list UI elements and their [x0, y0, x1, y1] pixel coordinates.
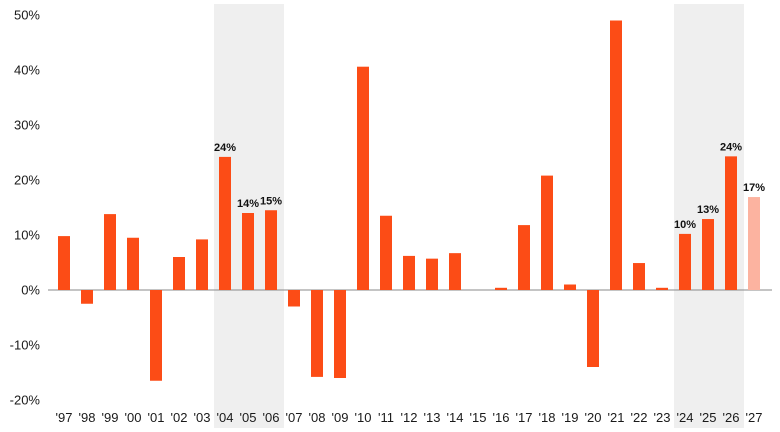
x-tick-label: '01 [148, 410, 165, 425]
bar-17 [518, 225, 530, 290]
x-tick-label: '14 [447, 410, 464, 425]
x-tick-label: '25 [700, 410, 717, 425]
x-tick-label: '00 [125, 410, 142, 425]
bar-16 [495, 287, 507, 290]
shaded-periods [214, 4, 744, 428]
bar-99 [104, 214, 116, 290]
y-tick-label: 50% [14, 8, 40, 23]
bar-13 [426, 258, 438, 290]
bar-05 [242, 213, 254, 290]
bar-14 [449, 253, 461, 290]
bar-27 [748, 197, 760, 290]
x-tick-label: '05 [240, 410, 257, 425]
y-tick-label: 10% [14, 228, 40, 243]
bar-21 [610, 20, 622, 290]
data-label: 17% [743, 182, 765, 194]
bar-25 [702, 219, 714, 290]
x-tick-label: '08 [309, 410, 326, 425]
data-label: 14% [237, 198, 259, 210]
bar-97 [58, 236, 70, 290]
x-tick-label: '12 [401, 410, 418, 425]
x-tick-label: '98 [79, 410, 96, 425]
x-tick-label: '24 [677, 410, 694, 425]
x-tick-label: '16 [493, 410, 510, 425]
bar-02 [173, 257, 185, 290]
bar-10 [357, 66, 369, 290]
data-label: 24% [720, 141, 742, 153]
x-tick-label: '04 [217, 410, 234, 425]
bar-23 [656, 287, 668, 290]
bar-data-labels: 24% 14% 15% 10%13% 24% 17% [214, 141, 765, 231]
x-tick-label: '06 [263, 410, 280, 425]
bar-00 [127, 237, 139, 290]
y-axis-tick-labels: 50% 40% 30% 20% 10% 0% -10% -20% [10, 8, 41, 408]
bar-24 [679, 233, 691, 290]
bar-20 [587, 290, 599, 367]
bar-18 [541, 175, 553, 290]
bar-01 [150, 290, 162, 381]
x-tick-label: '15 [470, 410, 487, 425]
x-tick-label: '02 [171, 410, 188, 425]
x-tick-label: '19 [562, 410, 579, 425]
bar-09 [334, 290, 346, 378]
y-tick-label: 20% [14, 173, 40, 188]
bar-03 [196, 239, 208, 290]
bar-08 [311, 290, 323, 377]
x-tick-label: '20 [585, 410, 602, 425]
bar-06 [265, 210, 277, 290]
y-tick-label: 40% [14, 63, 40, 78]
y-tick-label: 0% [21, 283, 40, 298]
y-tick-label: -10% [10, 338, 41, 353]
bar-12 [403, 255, 415, 290]
x-tick-label: '03 [194, 410, 211, 425]
x-tick-label: '22 [631, 410, 648, 425]
bar-07 [288, 290, 300, 307]
bar-98 [81, 290, 93, 304]
x-tick-label: '21 [608, 410, 625, 425]
x-tick-label: '09 [332, 410, 349, 425]
bar-04 [219, 156, 231, 290]
data-label: 15% [260, 195, 282, 207]
x-tick-label: '17 [516, 410, 533, 425]
x-tick-label: '23 [654, 410, 671, 425]
bar-22 [633, 263, 645, 290]
x-tick-label: '13 [424, 410, 441, 425]
y-tick-label: 30% [14, 118, 40, 133]
x-axis-tick-labels: '97 '98 '99 '00 '01 '02 '03 '04 '05 '06 '07 '08 '09 '… [56, 410, 763, 425]
data-label: 10% [674, 219, 696, 231]
x-tick-label: '27 [746, 410, 763, 425]
x-tick-label: '99 [102, 410, 119, 425]
x-tick-label: '18 [539, 410, 556, 425]
data-label: 24% [214, 142, 236, 154]
bar-11 [380, 215, 392, 290]
data-label: 13% [697, 204, 719, 216]
bar-series [58, 20, 760, 381]
x-tick-label: '11 [378, 410, 394, 425]
bar-26 [725, 156, 737, 290]
x-tick-label: '26 [723, 410, 740, 425]
y-tick-label: -20% [10, 393, 41, 408]
x-tick-label: '97 [56, 410, 73, 425]
bar-19 [564, 284, 576, 290]
x-tick-label: '07 [286, 410, 303, 425]
x-tick-label: '10 [355, 410, 372, 425]
